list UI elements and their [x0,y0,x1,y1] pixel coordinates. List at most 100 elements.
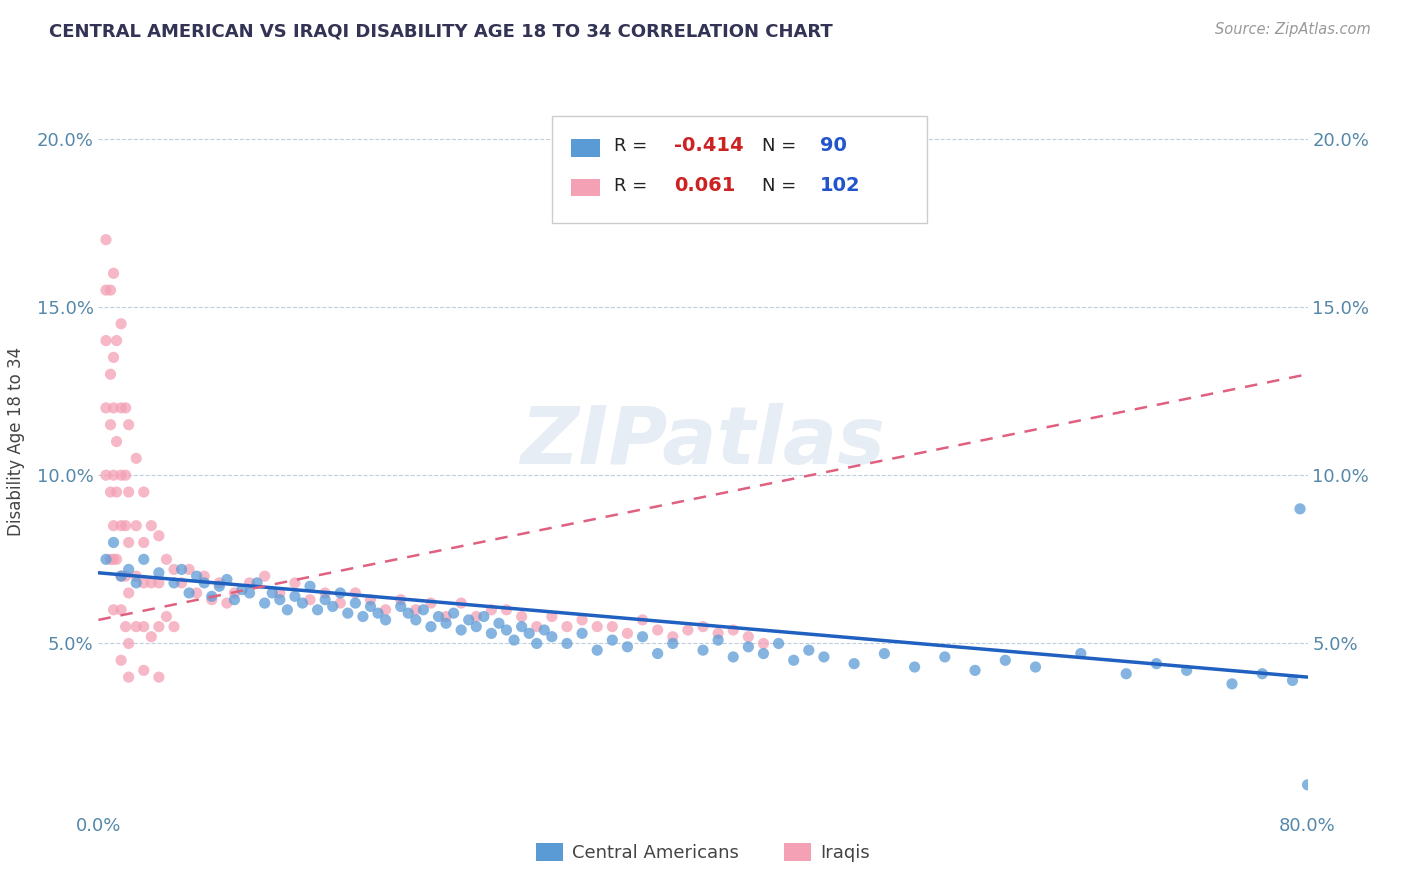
Point [329,586,352,600]
Point [118,562,141,576]
Point [488,616,510,631]
Point [571,613,593,627]
Point [105,552,128,566]
Point [495,603,517,617]
Point [100,368,122,382]
Point [405,613,427,627]
Point [110,317,132,331]
Point [904,660,927,674]
Point [420,596,443,610]
Point [752,636,775,650]
Point [443,606,465,620]
Point [208,579,231,593]
Point [114,569,136,583]
Point [434,609,457,624]
Point [510,619,533,633]
Text: -0.414: -0.414 [673,136,744,155]
Point [540,609,562,624]
Point [170,562,193,576]
Point [571,626,593,640]
Point [155,609,177,624]
Point [1281,673,1303,688]
Point [231,582,253,597]
Point [555,619,578,633]
Y-axis label: Disability Age 18 to 34: Disability Age 18 to 34 [7,347,25,536]
Point [103,552,125,566]
Point [647,623,669,637]
Point [465,609,488,624]
Point [105,334,128,348]
Point [208,575,231,590]
Point [352,609,374,624]
Point [118,586,141,600]
Point [148,619,170,633]
Point [844,657,866,671]
Point [163,575,186,590]
Point [291,596,314,610]
Point [94,233,117,247]
Point [965,664,987,678]
Point [450,596,472,610]
Point [707,633,730,648]
Point [737,640,759,654]
Point [314,592,336,607]
Point [100,283,122,297]
Point [110,569,132,583]
Point [114,619,136,633]
Point [692,643,714,657]
Point [661,630,683,644]
Point [631,630,654,644]
Text: R =: R = [613,137,652,155]
Point [103,535,125,549]
Point [224,592,246,607]
Point [647,647,669,661]
Point [125,451,148,466]
Point [141,518,163,533]
Point [141,630,163,644]
Text: 90: 90 [820,136,848,155]
Point [94,401,117,415]
Point [360,599,382,614]
Point [110,401,132,415]
Point [132,485,155,500]
Point [110,603,132,617]
Point [141,575,163,590]
Point [125,518,148,533]
Point [110,518,132,533]
Point [526,636,548,650]
Point [132,535,155,549]
Point [420,619,443,633]
Point [239,586,262,600]
Point [262,586,284,600]
Point [186,569,208,583]
Point [360,592,382,607]
Point [517,626,540,640]
Point [215,573,238,587]
Point [434,616,457,631]
Point [1220,677,1243,691]
Text: N =: N = [762,177,803,195]
Point [100,552,122,566]
Point [676,623,699,637]
Point [503,633,526,648]
Point [934,649,956,664]
FancyBboxPatch shape [551,116,927,223]
Point [533,623,555,637]
Point [465,619,488,633]
Text: R =: R = [613,177,652,195]
Point [299,592,322,607]
Point [125,619,148,633]
Point [94,334,117,348]
Point [472,609,495,624]
Point [299,579,322,593]
Point [586,643,609,657]
Point [344,596,367,610]
Point [336,606,359,620]
Point [768,636,790,650]
Point [322,599,344,614]
Point [661,636,683,650]
Point [1070,647,1092,661]
FancyBboxPatch shape [571,139,600,156]
Point [179,562,201,576]
Point [103,401,125,415]
